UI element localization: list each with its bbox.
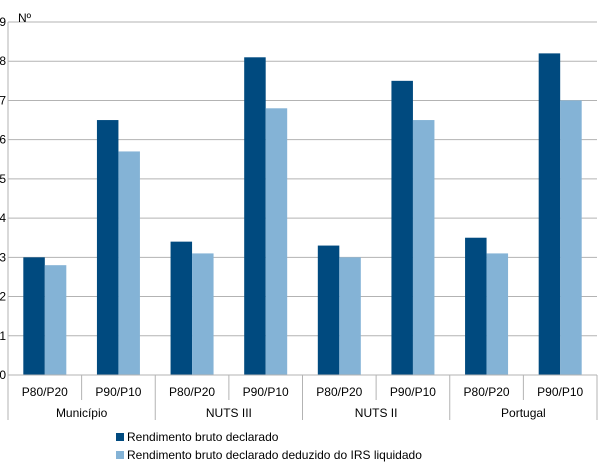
bar-deduzido [560,100,582,375]
bar-deduzido [44,265,67,375]
bar-deduzido [192,253,214,375]
bar-bruto [23,257,45,375]
x-tick-labels: P80/P20 P90/P10 P80/P20 P90/P10 P80/P20 P90/P… [22,385,584,420]
bar-bruto [465,237,487,375]
bar-bruto [244,57,266,376]
legend: Rendimento bruto declarado Rendimento bru… [116,428,422,464]
bar-deduzido [339,257,361,375]
y-tick-label: 1 [0,329,6,343]
y-tick-label: 2 [0,290,6,304]
legend-item: Rendimento bruto declarado [116,428,422,446]
group-label: NUTS III [206,406,252,420]
y-unit-label: Nº [18,11,32,25]
y-tick-label: 0 [0,368,6,382]
bar-bruto [170,241,193,375]
group-label: Portugal [501,406,546,420]
y-tick-label: 7 [0,93,6,107]
group-label: Município [56,406,108,420]
legend-label: Rendimento bruto declarado deduzido do I… [127,448,422,462]
legend-swatch [116,451,124,459]
category-label: P80/P20 [169,385,215,399]
bar-deduzido [118,151,140,375]
y-tick-label: 8 [0,54,6,68]
axes [7,22,598,420]
category-label: P90/P10 [243,385,289,399]
y-tick-label: 3 [0,250,6,264]
bar-bruto [317,245,340,375]
legend-label: Rendimento bruto declarado [127,430,279,444]
legend-swatch [116,433,124,441]
bar-deduzido [412,120,435,375]
y-tick-label: 6 [0,133,6,147]
category-label: P80/P20 [464,385,510,399]
y-tick-label: 5 [0,172,6,186]
bar-bruto [538,53,561,375]
category-label: P90/P10 [537,385,583,399]
bar-deduzido [265,108,288,376]
category-label: P80/P20 [22,385,68,399]
group-label: NUTS II [355,406,398,420]
gridlines [8,21,597,376]
y-tick-label: 4 [0,211,6,225]
bar-deduzido [486,253,509,375]
bar-bruto [391,80,413,375]
legend-item: Rendimento bruto declarado deduzido do I… [116,446,422,464]
y-tick-labels: 0 1 2 3 4 5 6 7 8 9 [0,15,6,382]
category-label: P90/P10 [95,385,141,399]
bar-bruto [96,120,119,375]
y-tick-label: 9 [0,15,6,29]
bars [23,53,582,376]
category-label: P80/P20 [316,385,362,399]
category-label: P90/P10 [390,385,436,399]
